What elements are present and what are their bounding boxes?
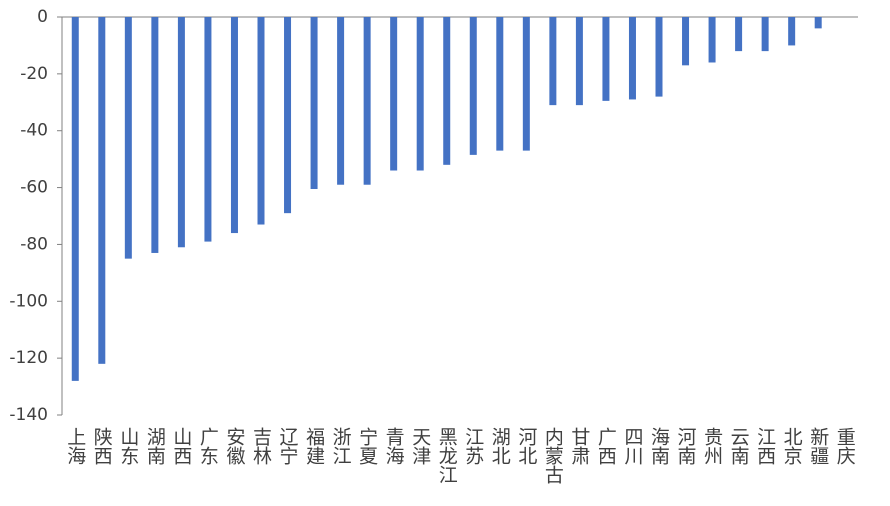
x-tick-label: 福建 xyxy=(303,427,325,465)
bar xyxy=(416,17,424,171)
y-tick-label: -40 xyxy=(20,121,48,141)
y-tick-label: -140 xyxy=(9,405,48,425)
bar xyxy=(628,17,636,100)
x-tick-label: 青海 xyxy=(383,427,405,465)
x-tick-label: 河南 xyxy=(675,427,697,465)
x-tick-label: 天津 xyxy=(409,427,431,465)
x-tick-label: 安徽 xyxy=(223,427,245,465)
y-tick-label: -120 xyxy=(9,348,48,368)
x-tick-label: 海南 xyxy=(648,427,670,465)
bar xyxy=(496,17,504,151)
bar xyxy=(204,17,212,242)
x-tick-label: 浙江 xyxy=(330,427,352,465)
x-tick-label: 江西 xyxy=(754,427,776,465)
y-tick-label: -20 xyxy=(20,64,48,84)
bar xyxy=(682,17,690,66)
y-tick-label: -80 xyxy=(20,234,48,254)
bar xyxy=(257,17,265,225)
x-tick-label: 山西 xyxy=(170,427,192,465)
bar xyxy=(735,17,743,52)
bar xyxy=(151,17,159,253)
x-tick-label: 新疆 xyxy=(807,427,829,465)
bar xyxy=(337,17,345,185)
bar xyxy=(71,17,79,381)
bar xyxy=(310,17,318,189)
bar xyxy=(655,17,663,97)
x-tick-label: 上海 xyxy=(64,427,86,465)
bar xyxy=(788,17,796,46)
bar xyxy=(230,17,238,234)
x-tick-label: 北京 xyxy=(781,427,803,466)
y-tick-label: -100 xyxy=(9,291,48,311)
bar xyxy=(390,17,398,171)
x-tick-label: 辽宁 xyxy=(277,427,299,465)
x-tick-label: 山东 xyxy=(117,427,139,465)
x-tick-label: 吉林 xyxy=(250,427,272,465)
bar xyxy=(549,17,557,106)
x-tick-label: 甘肃 xyxy=(568,427,590,465)
x-tick-label: 广西 xyxy=(595,427,617,465)
x-tick-label: 陕西 xyxy=(91,427,113,465)
bar xyxy=(177,17,185,248)
bar xyxy=(469,17,477,155)
bar xyxy=(814,17,822,29)
x-tick-label: 云南 xyxy=(728,427,750,465)
x-tick-label: 宁夏 xyxy=(356,427,378,465)
x-tick-label: 湖北 xyxy=(489,427,511,465)
x-tick-label: 河北 xyxy=(515,427,537,465)
x-tick-label: 重庆 xyxy=(834,427,856,465)
bar xyxy=(708,17,716,63)
x-tick-label: 广东 xyxy=(197,427,219,465)
bar xyxy=(124,17,132,259)
bar xyxy=(602,17,610,101)
bar xyxy=(761,17,769,52)
bar xyxy=(284,17,292,214)
x-tick-label: 黑龙江 xyxy=(436,427,458,484)
x-tick-label: 四川 xyxy=(621,427,643,465)
bar xyxy=(522,17,530,151)
x-tick-label: 贵州 xyxy=(701,427,723,465)
y-tick-label: 0 xyxy=(37,7,48,27)
x-tick-label: 江苏 xyxy=(462,427,484,465)
bar xyxy=(443,17,451,165)
x-tick-label: 内蒙古 xyxy=(542,427,564,484)
bar xyxy=(98,17,106,364)
x-tick-label: 湖南 xyxy=(144,427,166,465)
bar xyxy=(575,17,583,106)
bar xyxy=(363,17,371,185)
y-tick-label: -60 xyxy=(20,178,48,198)
